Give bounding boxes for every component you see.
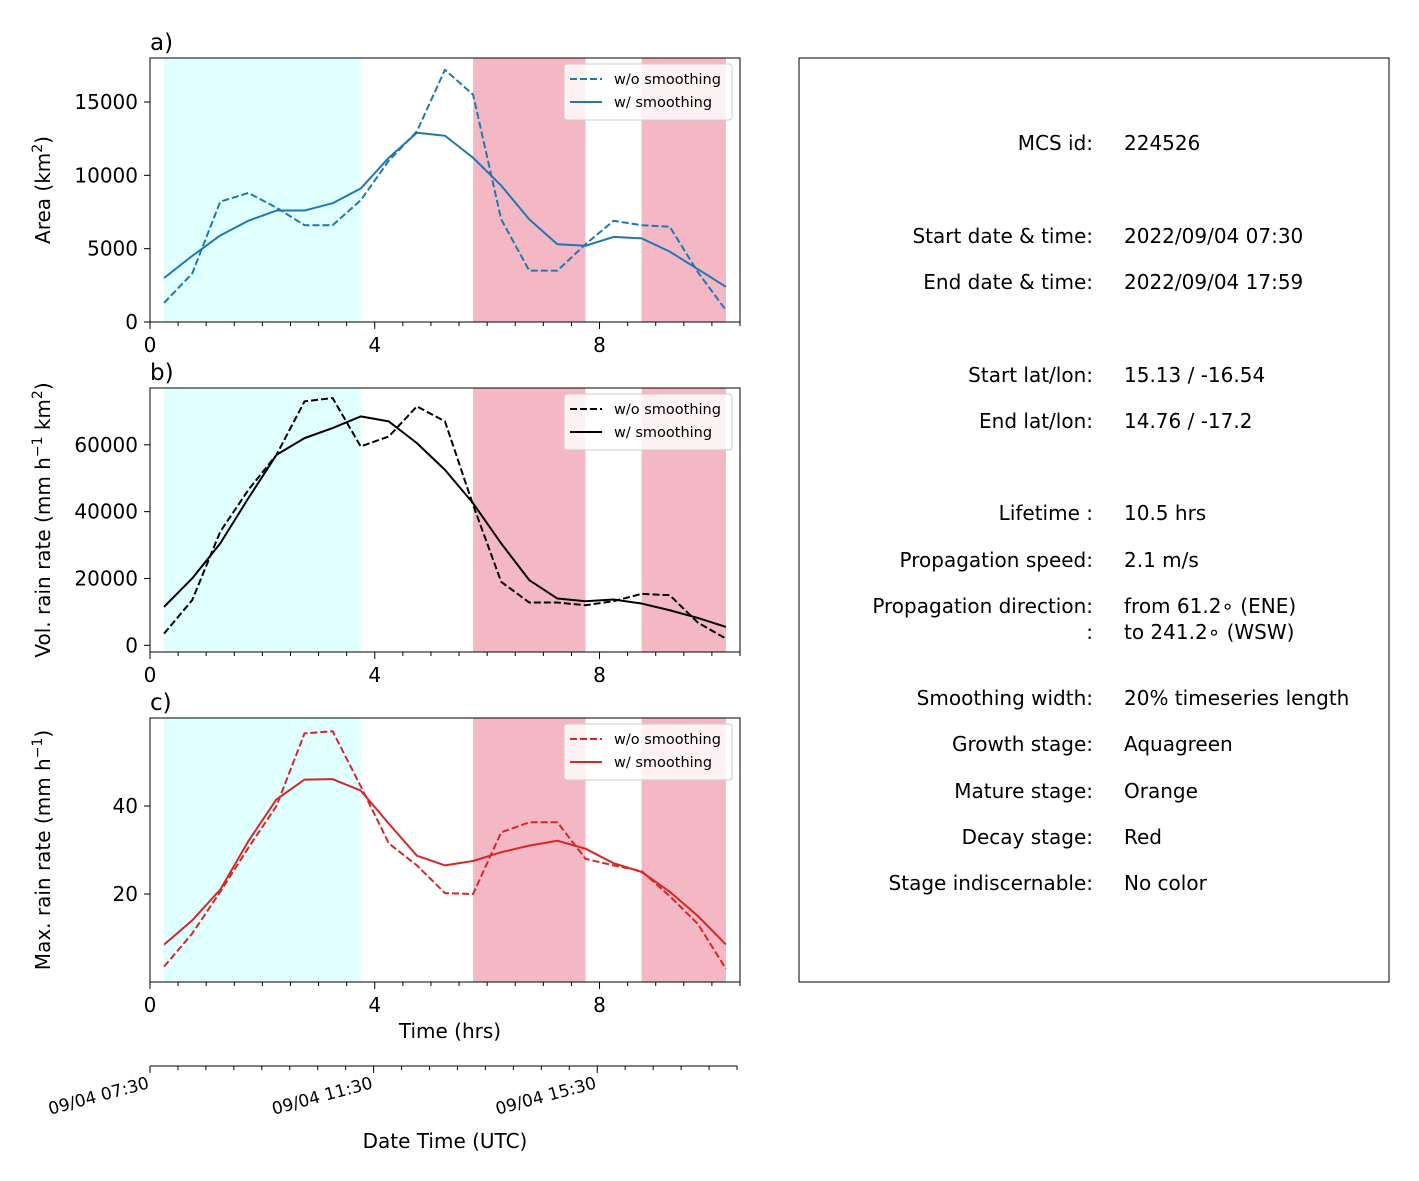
x-tick-label: 8 (593, 333, 606, 357)
stage-band-growth (164, 718, 361, 982)
legend-entry: w/o smoothing (614, 402, 721, 418)
x-tick-label: 4 (368, 993, 381, 1017)
y-axis-label: Vol. rain rate (mm h−1 km2) (30, 382, 55, 657)
panel-label: b) (150, 360, 174, 386)
info-key: Propagation speed: (900, 548, 1093, 572)
info-key: : (1086, 620, 1093, 644)
info-panel: MCS id: 224526 Start date & time: 2022/09/0… (798, 57, 1390, 983)
legend: w/o smoothing w/ smoothing (563, 393, 733, 451)
y-tick-label: 0 (125, 633, 138, 657)
y-tick-label: 0 (125, 310, 138, 334)
legend-box (563, 393, 733, 451)
series-line-raw (163, 68, 727, 311)
info-value: Orange (1124, 779, 1198, 803)
datetime-tick-label: 09/04 11:30 (270, 1074, 375, 1120)
info-key: Mature stage: (954, 779, 1093, 803)
y-tick-label: 40000 (74, 500, 138, 524)
y-tick-label: 10000 (74, 163, 138, 187)
y-tick-label: 20000 (74, 566, 138, 590)
legend-box (563, 63, 733, 121)
series-line-raw (163, 397, 727, 640)
x-tick-label: 8 (593, 663, 606, 687)
x-tick-label: 4 (368, 663, 381, 687)
info-key: MCS id: (1018, 131, 1093, 155)
info-value: 10.5 hrs (1124, 501, 1206, 525)
panel-a: a) 0 5000 10000 15000 0 4 8 Area (km2) w/o smooth… (30, 30, 741, 357)
info-value: from 61.2∘ (ENE) (1124, 594, 1296, 618)
info-value: 14.76 / -17.2 (1124, 409, 1252, 433)
datetime-axis-label: Date Time (UTC) (363, 1129, 528, 1153)
datetime-axis: 09/04 07:30 09/04 11:30 09/04 15:30 Date Ti… (46, 1065, 738, 1153)
x-tick-label: 8 (593, 993, 606, 1017)
series-line-smoothed (163, 131, 727, 288)
datetime-tick-label: 09/04 07:30 (46, 1074, 151, 1120)
info-key: Propagation direction: (872, 594, 1093, 618)
legend-entry: w/ smoothing (614, 755, 712, 771)
info-key: Start date & time: (912, 224, 1093, 248)
info-value: Red (1124, 825, 1162, 849)
legend-entry: w/ smoothing (614, 425, 712, 441)
panel-b: b) 0 20000 40000 60000 0 4 8 Vol. rain rate (mm … (30, 360, 741, 687)
y-axis-label: Area (km2) (30, 136, 55, 244)
x-tick-label: 0 (144, 333, 157, 357)
x-tick-label: 0 (144, 993, 157, 1017)
info-value: No color (1124, 871, 1208, 895)
info-key: End lat/lon: (979, 409, 1093, 433)
info-value: 2022/09/04 17:59 (1124, 270, 1303, 294)
info-key: Lifetime : (999, 501, 1093, 525)
y-tick-label: 20 (113, 882, 138, 906)
x-tick-label: 0 (144, 663, 157, 687)
info-key: Smoothing width: (917, 686, 1093, 710)
legend-entry: w/o smoothing (614, 72, 721, 88)
info-value: to 241.2∘ (WSW) (1124, 620, 1294, 644)
legend-box (563, 723, 733, 781)
y-tick-label: 40 (113, 794, 138, 818)
info-key: Decay stage: (962, 825, 1093, 849)
info-key: Start lat/lon: (968, 363, 1093, 387)
panel-label: a) (150, 30, 173, 56)
info-value: Aquagreen (1124, 732, 1233, 756)
info-box (798, 57, 1390, 983)
info-value: 15.13 / -16.54 (1124, 363, 1265, 387)
legend: w/o smoothing w/ smoothing (563, 63, 733, 121)
y-tick-label: 60000 (74, 433, 138, 457)
y-axis-label: Max. rain rate (mm h−1) (30, 730, 55, 970)
legend-entry: w/o smoothing (614, 732, 721, 748)
panel-label: c) (150, 690, 172, 716)
stage-band-growth (164, 388, 361, 652)
legend-entry: w/ smoothing (614, 95, 712, 111)
datetime-tick-label: 09/04 15:30 (493, 1074, 598, 1120)
series-line-smoothed (163, 415, 727, 628)
stage-band-growth (164, 58, 361, 322)
info-value: 2.1 m/s (1124, 548, 1199, 572)
info-value: 224526 (1124, 131, 1200, 155)
info-value: 20% timeseries length (1124, 686, 1349, 710)
info-key: Stage indiscernable: (889, 871, 1093, 895)
info-key: Growth stage: (952, 732, 1093, 756)
axes-frame (149, 57, 741, 323)
axes-frame (149, 387, 741, 653)
axes-frame (149, 717, 741, 983)
y-tick-label: 5000 (87, 237, 138, 261)
series-line-smoothed (163, 778, 727, 946)
x-tick-label: 4 (368, 333, 381, 357)
info-key: End date & time: (923, 270, 1093, 294)
info-value: 2022/09/04 07:30 (1124, 224, 1303, 248)
panel-c: c) 20 40 0 4 8 Max. rain rate (mm h−1) Time (hr… (30, 690, 741, 1043)
legend: w/o smoothing w/ smoothing (563, 723, 733, 781)
y-tick-label: 15000 (74, 90, 138, 114)
x-axis-label: Time (hrs) (398, 1019, 501, 1043)
